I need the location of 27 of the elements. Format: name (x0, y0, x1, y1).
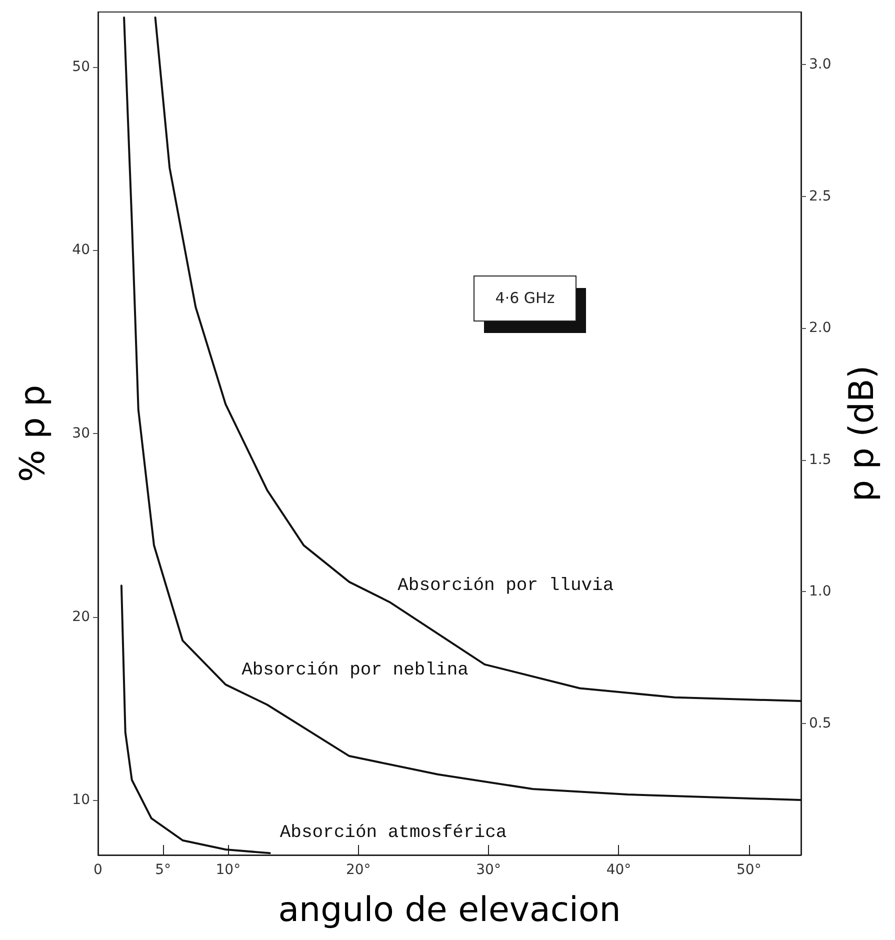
y2-tick-label: 3.0 (809, 56, 832, 73)
y2-tick-label: 1.5 (809, 452, 832, 468)
y-tick-label: 30 (72, 426, 90, 442)
x-tick-label: 40° (606, 862, 632, 878)
annotation: 4·6 GHz (495, 289, 555, 307)
y-axis-title: % p p (13, 384, 53, 482)
y-tick-label: 50 (72, 58, 90, 75)
series-label: Absorción por neblina (242, 660, 469, 681)
y-tick-label: 10 (72, 792, 90, 808)
line-series (154, 16, 802, 702)
line-series (123, 16, 802, 802)
x-tick-label: 5° (155, 862, 172, 878)
y2-axis-title: p p (dB) (842, 365, 882, 502)
x-tick-label: 20° (346, 862, 371, 878)
y2-tick-label: 0.5 (809, 715, 832, 732)
y2-tick-label: 1.0 (809, 584, 832, 600)
x-axis-title: angulo de elevacion (278, 890, 621, 930)
y2-tick-label: 2.0 (809, 320, 832, 336)
series-label: Absorción atmosférica (280, 823, 507, 844)
y-tick-label: 20 (72, 608, 90, 625)
y-tick-label: 40 (72, 242, 90, 258)
y2-tick-label: 2.5 (809, 188, 832, 204)
x-tick-label: 10° (216, 862, 241, 878)
x-tick-label: 50° (736, 862, 762, 878)
x-tick-label: 30° (476, 862, 501, 878)
x-tick-label: 0 (94, 862, 102, 878)
series-label: Absorción por lluvia (398, 576, 614, 596)
